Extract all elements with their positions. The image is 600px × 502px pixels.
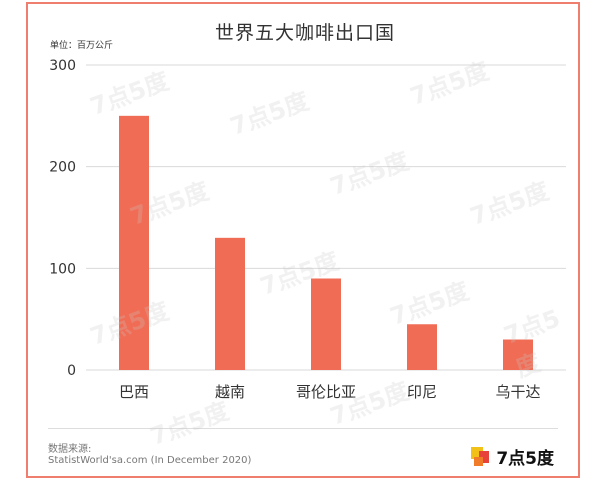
footer-divider bbox=[48, 428, 558, 429]
bar bbox=[311, 278, 341, 370]
x-tick-label: 哥伦比亚 bbox=[296, 383, 356, 401]
x-tick-label: 越南 bbox=[215, 383, 245, 401]
bar bbox=[215, 237, 245, 370]
x-tick-label: 印尼 bbox=[407, 383, 437, 401]
bar bbox=[119, 115, 149, 370]
bar-chart: 0 100 200 300 巴西 越南 哥伦比亚 印尼 乌干达 bbox=[49, 58, 566, 401]
y-tick-label: 100 bbox=[49, 261, 76, 277]
unit-label: 单位：百万公斤 bbox=[50, 41, 114, 51]
chart-frame: 世界五大咖啡出口国 单位：百万公斤 0 100 200 300 巴西 越南 哥伦比亚 印尼 乌… bbox=[26, 2, 580, 478]
logo-icon bbox=[471, 446, 491, 467]
chart-title: 世界五大咖啡出口国 bbox=[214, 22, 395, 44]
bar bbox=[407, 324, 437, 370]
source-label: 数据来源: bbox=[48, 444, 92, 455]
y-tick-label: 0 bbox=[67, 363, 76, 379]
logo-text: 7点5度 bbox=[496, 449, 554, 469]
logo: 7点5度 bbox=[471, 444, 554, 469]
bar bbox=[503, 339, 533, 370]
y-tick-label: 300 bbox=[49, 58, 76, 74]
x-tick-label: 巴西 bbox=[119, 383, 149, 401]
source-text: StatistWorld'sa.com (In December 2020) bbox=[48, 455, 252, 466]
x-tick-label: 乌干达 bbox=[495, 383, 540, 401]
y-tick-label: 200 bbox=[49, 160, 76, 176]
